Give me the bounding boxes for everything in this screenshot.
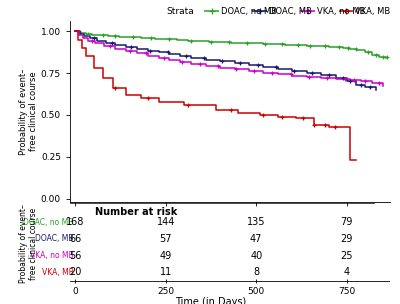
Text: Probability of event–
free clinical course: Probability of event– free clinical cour… xyxy=(19,204,38,283)
Text: VKA, MB: VKA, MB xyxy=(42,268,74,277)
Text: 49: 49 xyxy=(160,250,172,261)
Text: 250: 250 xyxy=(157,287,174,295)
Text: DOAC, MB: DOAC, MB xyxy=(35,234,74,243)
Text: Time (in Days): Time (in Days) xyxy=(175,297,247,304)
Text: 56: 56 xyxy=(69,250,82,261)
Text: Strata: Strata xyxy=(166,7,194,16)
Text: 144: 144 xyxy=(157,217,175,227)
Text: 0: 0 xyxy=(72,287,78,295)
Text: 57: 57 xyxy=(160,234,172,244)
Text: 20: 20 xyxy=(69,267,82,277)
Y-axis label: Probability of event–
free clinical course: Probability of event– free clinical cour… xyxy=(19,68,38,155)
Text: 8: 8 xyxy=(253,267,259,277)
Text: DOAC, no MB: DOAC, no MB xyxy=(221,7,277,16)
Text: VKA, no MB: VKA, no MB xyxy=(30,251,74,260)
Text: VKA, no MB: VKA, no MB xyxy=(317,7,366,16)
Text: 168: 168 xyxy=(66,217,85,227)
Text: VKA, MB: VKA, MB xyxy=(356,7,391,16)
Text: 135: 135 xyxy=(247,217,266,227)
Text: 25: 25 xyxy=(340,250,353,261)
Text: 47: 47 xyxy=(250,234,262,244)
Text: 500: 500 xyxy=(248,287,265,295)
Text: 66: 66 xyxy=(69,234,82,244)
Text: DOAC, MB: DOAC, MB xyxy=(269,7,312,16)
Text: Number at risk: Number at risk xyxy=(95,207,178,217)
Text: 29: 29 xyxy=(340,234,353,244)
Text: 4: 4 xyxy=(344,267,350,277)
Text: 11: 11 xyxy=(160,267,172,277)
Text: 40: 40 xyxy=(250,250,262,261)
Text: 79: 79 xyxy=(340,217,353,227)
Text: 750: 750 xyxy=(338,287,355,295)
Text: DOAC, no MB: DOAC, no MB xyxy=(23,218,74,226)
